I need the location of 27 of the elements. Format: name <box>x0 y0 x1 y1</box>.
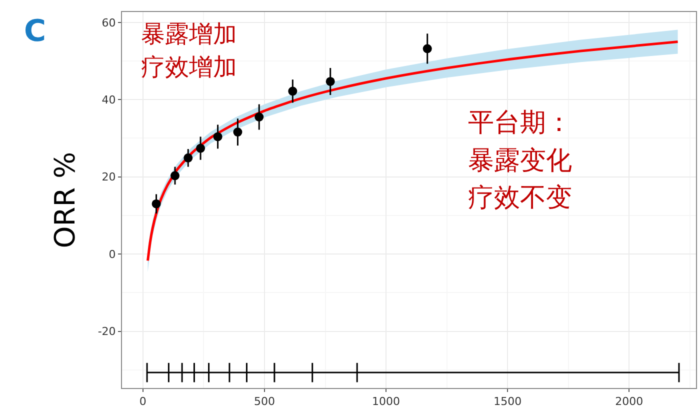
y-tick-label: 20 <box>102 170 116 184</box>
point <box>152 199 161 208</box>
point <box>196 144 206 153</box>
y-axis-title: ORR % <box>48 152 82 248</box>
point <box>326 76 335 86</box>
annotation: 疗效增加 <box>141 53 237 81</box>
point <box>233 128 242 137</box>
point <box>422 44 432 54</box>
y-tick-label: 60 <box>102 16 116 30</box>
point <box>184 153 193 162</box>
x-tick-label: 2000 <box>615 395 644 408</box>
y-tick-label: 0 <box>108 248 116 261</box>
text: C <box>24 14 46 49</box>
annotation: 暴露增加 <box>141 20 237 48</box>
annotation: 暴露变化 <box>468 146 572 176</box>
y-tick-label: 40 <box>102 93 116 106</box>
y-tick-label: -20 <box>98 325 116 338</box>
point <box>288 86 298 96</box>
x-tick-label: 500 <box>254 395 275 408</box>
annotation: 疗效不变 <box>468 183 572 213</box>
x-tick-label: 0 <box>139 395 146 408</box>
point <box>254 112 264 122</box>
x-tick-label: 1500 <box>494 395 522 408</box>
annotation: 平台期： <box>468 108 572 138</box>
point <box>213 132 222 142</box>
point <box>170 171 180 180</box>
x-tick-label: 1000 <box>372 395 400 408</box>
